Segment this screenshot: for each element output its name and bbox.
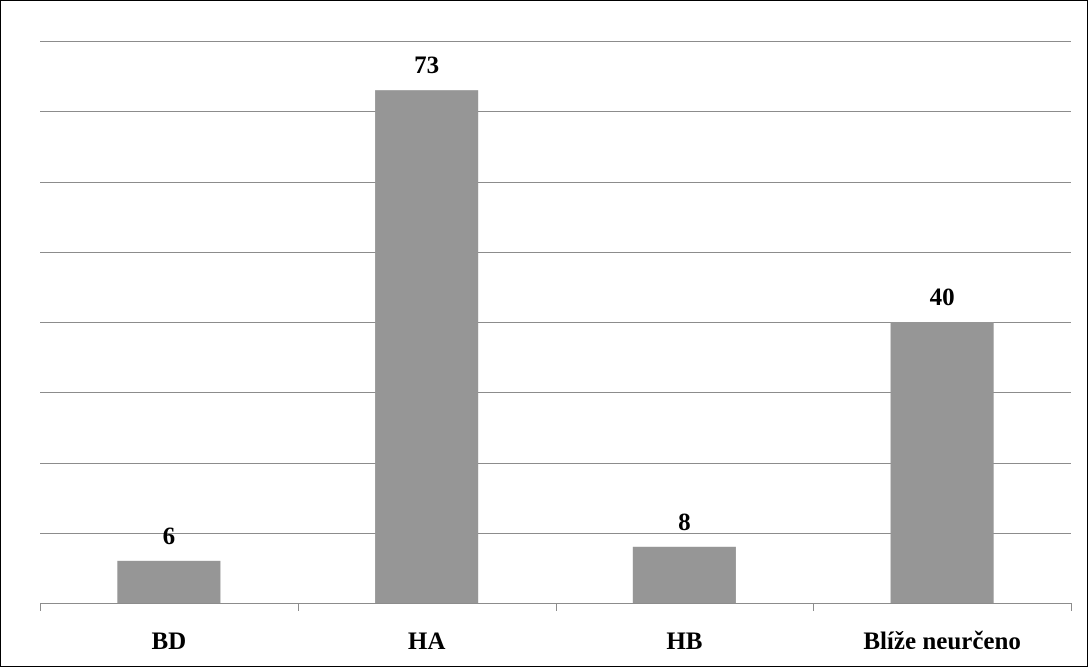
category-labels: BD HA HB Blíže neurčeno — [152, 628, 1021, 655]
category-label: Blíže neurčeno — [863, 628, 1021, 655]
bar-bd — [117, 560, 221, 603]
data-labels: 6 73 8 40 — [163, 52, 955, 550]
bar-blíže-neurčeno — [890, 322, 994, 603]
category-label: HA — [408, 628, 446, 655]
data-label: 8 — [678, 509, 691, 536]
data-label: 40 — [930, 284, 955, 311]
gridlines — [40, 41, 1071, 534]
x-axis — [40, 603, 1072, 611]
data-label: 73 — [414, 52, 439, 79]
category-label: HB — [666, 628, 702, 655]
category-label: BD — [152, 628, 187, 655]
bar-hb — [632, 546, 736, 603]
bar-ha — [375, 90, 479, 604]
data-label: 6 — [163, 523, 176, 550]
bars — [117, 90, 994, 604]
